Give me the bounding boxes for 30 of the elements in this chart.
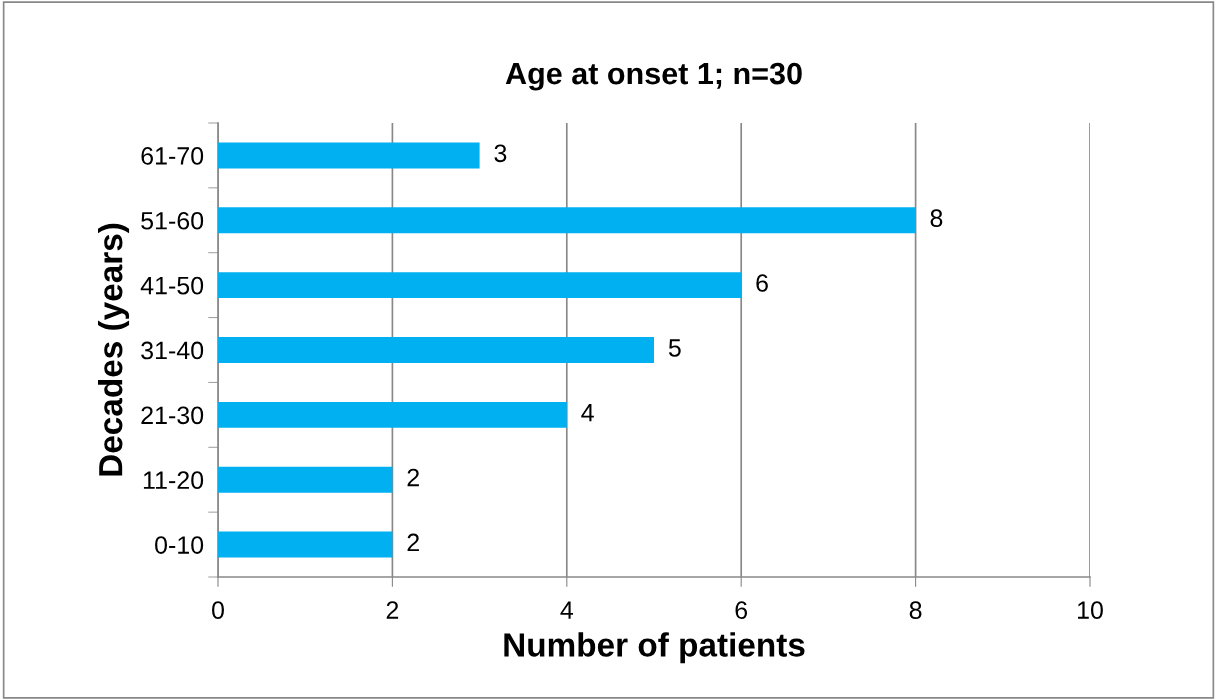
x-tick-label: 10 — [1078, 601, 1103, 619]
bar — [218, 142, 480, 169]
bar — [218, 401, 567, 428]
bar — [218, 337, 654, 363]
y-tick-label: 51-60 — [141, 211, 204, 230]
data-label: 3 — [494, 144, 507, 163]
y-axis-title: Decades (years) — [97, 223, 130, 476]
x-tick-label: 2 — [386, 601, 399, 619]
x-tick-label: 4 — [560, 601, 574, 619]
x-tick-label: 8 — [909, 601, 922, 619]
x-tick-label: 6 — [735, 601, 748, 619]
y-tick-label: 31-40 — [141, 341, 204, 360]
x-axis-title: Number of patients — [504, 632, 805, 664]
data-label: 6 — [756, 274, 768, 292]
data-label: 2 — [407, 468, 419, 487]
data-label: 4 — [581, 404, 594, 422]
bar — [218, 207, 916, 234]
y-tick-label: 41-50 — [140, 276, 204, 295]
bar — [218, 531, 393, 558]
data-label: 5 — [668, 339, 681, 357]
y-tick-label: 0-10 — [155, 536, 204, 554]
y-tick-label: 61-70 — [141, 147, 204, 165]
data-label: 2 — [407, 533, 419, 552]
y-tick-label: 11-20 — [143, 471, 204, 490]
chart-title: Age at onset 1; n=30 — [505, 62, 802, 91]
data-label: 8 — [930, 209, 943, 227]
y-tick-label: 21-30 — [141, 406, 204, 425]
bar — [218, 272, 742, 299]
bar — [218, 466, 393, 493]
x-tick-label: 0 — [212, 601, 224, 619]
